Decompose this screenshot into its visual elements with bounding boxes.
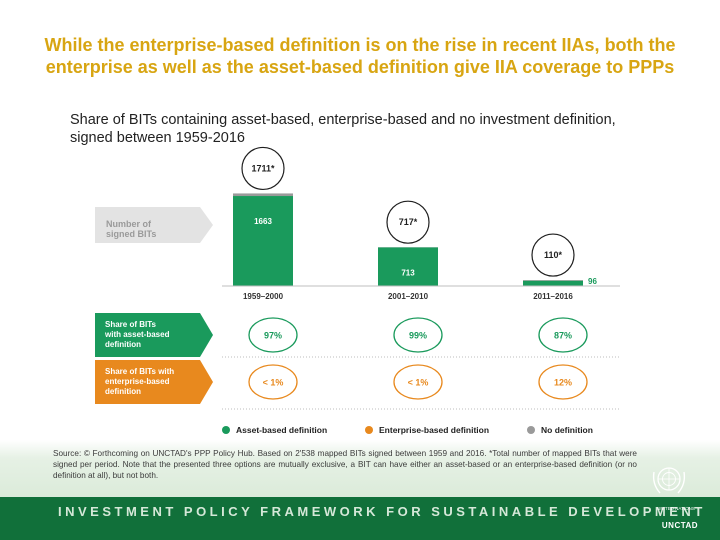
- bar-asset-based: [233, 196, 293, 286]
- total-bubble: [531, 233, 575, 277]
- total-bubble: [386, 200, 430, 244]
- x-tick-label: 2001–2010: [388, 292, 429, 301]
- share-row-label-box: [95, 313, 213, 357]
- share-row-label: definition: [105, 387, 141, 396]
- legend-label: Asset-based definition: [236, 425, 327, 435]
- share-bubble: [248, 317, 298, 353]
- bits-chart: Number of signed BITs 1663 1711* 1959–2000…: [95, 146, 620, 435]
- page-title: While the enterprise-based definition is…: [44, 35, 676, 77]
- share-row-label: definition: [105, 340, 141, 349]
- total-label: 1711*: [251, 163, 275, 173]
- y-axis-label-line-2: signed BITs: [106, 229, 156, 239]
- y-axis-label-box: [95, 207, 213, 243]
- share-row-label-box: [95, 360, 213, 404]
- bar-value-label: 713: [401, 268, 415, 277]
- total-label: 717*: [399, 217, 418, 227]
- share-bubble: [393, 317, 443, 353]
- legend-label: No definition: [541, 425, 593, 435]
- share-row-label: enterprise-based: [105, 377, 170, 386]
- bar-value-label: 96: [588, 277, 597, 286]
- share-value: < 1%: [408, 378, 429, 388]
- bar-asset-based: [378, 247, 438, 286]
- share-row-label: Share of BITs with: [105, 367, 174, 376]
- bar-value-label: 1663: [254, 217, 272, 226]
- share-value: 12%: [554, 378, 572, 388]
- x-tick-label: 1959–2000: [243, 292, 284, 301]
- bar-group: 1663 1711* 1959–2000 713 717* 2001–2010 96 110*…: [233, 146, 597, 301]
- share-value: < 1%: [263, 378, 284, 388]
- legend-label: Enterprise-based definition: [379, 425, 489, 435]
- bar-no-definition: [523, 280, 583, 281]
- bar-no-definition: [233, 193, 293, 197]
- share-row-label: with asset-based: [104, 330, 170, 339]
- banner-text: INVESTMENT POLICY FRAMEWORK FOR SUSTAINA…: [58, 504, 706, 519]
- total-label: 110*: [544, 250, 563, 260]
- share-value: 97%: [264, 331, 282, 341]
- share-bubble: [538, 317, 588, 353]
- share-bubble: [248, 364, 298, 400]
- total-bubble: [241, 146, 285, 191]
- y-axis-label-line-1: Number of: [106, 219, 152, 229]
- org-name: UNCTAD: [661, 521, 699, 530]
- bar-asset-based: [523, 280, 583, 286]
- chart-legend: Asset-based definition Enterprise-based d…: [222, 425, 593, 435]
- share-value: 87%: [554, 331, 572, 341]
- share-bubble: [393, 364, 443, 400]
- legend-swatch: [527, 426, 535, 434]
- share-row-label: Share of BITs: [105, 320, 157, 329]
- chart-subtitle: Share of BITs containing asset-based, en…: [70, 112, 616, 146]
- legend-swatch: [365, 426, 373, 434]
- un-name: UNITED NATIONS: [657, 506, 695, 511]
- bottom-banner: INVESTMENT POLICY FRAMEWORK FOR SUSTAINA…: [0, 497, 720, 540]
- legend-swatch: [222, 426, 230, 434]
- un-emblem-icon: [652, 467, 686, 494]
- x-tick-label: 2011–2016: [533, 292, 573, 301]
- share-value: 99%: [409, 331, 427, 341]
- source-note: Source: © Forthcoming on UNCTAD's PPP Po…: [53, 449, 637, 480]
- share-bubble: [538, 364, 588, 400]
